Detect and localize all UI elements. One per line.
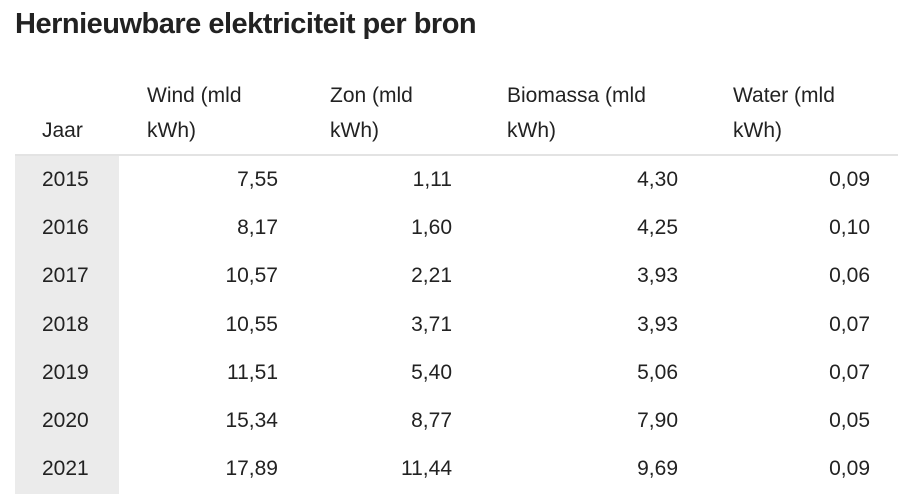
value-cell: 17,89: [225, 457, 278, 481]
value-cell: 0,07: [829, 360, 870, 384]
value-cell: 0,09: [829, 168, 870, 191]
value-cell: 0,10: [829, 216, 870, 240]
year-column-shading: [15, 156, 119, 494]
value-cell: 8,77: [411, 409, 452, 432]
column-header: Zon (mld kWh): [330, 84, 413, 142]
value-cell: 3,93: [637, 312, 678, 336]
year-cell: 2018: [42, 312, 89, 336]
year-cell: 2020: [42, 409, 89, 432]
value-cell: 11,44: [401, 457, 452, 481]
value-cell: 1,11: [412, 168, 452, 191]
value-cell: 5,40: [411, 360, 452, 384]
value-cell: 10,57: [225, 264, 278, 288]
value-cell: 0,09: [829, 457, 870, 481]
value-cell: 4,30: [637, 168, 678, 191]
year-cell: 2017: [42, 264, 89, 288]
year-cell: 2021: [42, 457, 89, 481]
value-cell: 1,60: [411, 216, 452, 240]
value-cell: 5,06: [637, 360, 678, 384]
value-cell: 0,07: [829, 312, 870, 336]
value-cell: 7,55: [237, 168, 278, 191]
value-cell: 3,93: [637, 264, 678, 288]
year-cell: 2015: [42, 168, 89, 191]
year-cell: 2019: [42, 360, 89, 384]
column-header: Water (mld kWh): [733, 84, 835, 142]
year-cell: 2016: [42, 216, 89, 240]
header-divider: [15, 154, 898, 156]
column-header: Biomassa (mld kWh): [507, 84, 646, 142]
value-cell: 0,05: [829, 409, 870, 432]
value-cell: 3,71: [411, 312, 452, 336]
title: Hernieuwbare elektriciteit per bron: [15, 8, 477, 40]
value-cell: 15,34: [225, 409, 278, 432]
value-cell: 10,55: [225, 312, 278, 336]
column-header: Jaar: [42, 119, 83, 142]
value-cell: 2,21: [411, 264, 452, 288]
value-cell: 11,51: [227, 360, 278, 384]
value-cell: 0,06: [829, 264, 870, 288]
column-header: Wind (mld kWh): [147, 84, 242, 142]
value-cell: 4,25: [637, 216, 678, 240]
value-cell: 9,69: [637, 457, 678, 481]
value-cell: 7,90: [637, 409, 678, 432]
value-cell: 8,17: [237, 216, 278, 240]
